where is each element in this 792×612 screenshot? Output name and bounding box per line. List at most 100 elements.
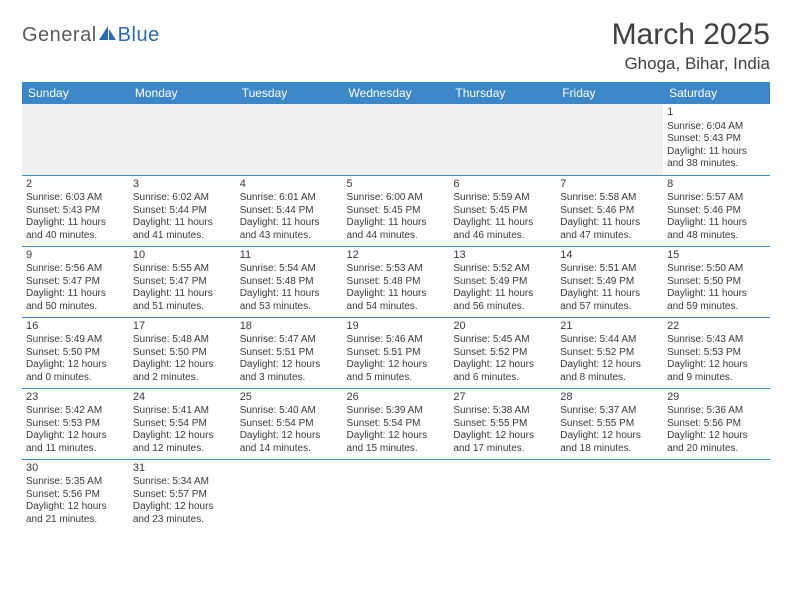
- calendar-day: 17Sunrise: 5:48 AMSunset: 5:50 PMDayligh…: [129, 317, 236, 388]
- weekday-header: Tuesday: [236, 82, 343, 104]
- daylight-line: Daylight: 11 hours and 50 minutes.: [26, 288, 125, 313]
- sunset-line: Sunset: 5:48 PM: [240, 276, 339, 289]
- sunset-line: Sunset: 5:48 PM: [347, 276, 446, 289]
- sunset-line: Sunset: 5:43 PM: [26, 205, 125, 218]
- sunset-line: Sunset: 5:47 PM: [133, 276, 232, 289]
- sunset-line: Sunset: 5:52 PM: [560, 347, 659, 360]
- sunset-line: Sunset: 5:50 PM: [133, 347, 232, 360]
- calendar-row: 2Sunrise: 6:03 AMSunset: 5:43 PMDaylight…: [22, 175, 770, 246]
- sunrise-line: Sunrise: 5:52 AM: [453, 263, 552, 276]
- day-number: 6: [453, 178, 552, 192]
- weekday-header: Friday: [556, 82, 663, 104]
- sunset-line: Sunset: 5:45 PM: [453, 205, 552, 218]
- sunset-line: Sunset: 5:44 PM: [133, 205, 232, 218]
- calendar-day: 7Sunrise: 5:58 AMSunset: 5:46 PMDaylight…: [556, 175, 663, 246]
- calendar-day: 26Sunrise: 5:39 AMSunset: 5:54 PMDayligh…: [343, 388, 450, 459]
- day-number: 29: [667, 391, 766, 405]
- daylight-line: Daylight: 12 hours and 15 minutes.: [347, 430, 446, 455]
- calendar-day: 12Sunrise: 5:53 AMSunset: 5:48 PMDayligh…: [343, 246, 450, 317]
- calendar-empty: [236, 104, 343, 175]
- calendar-row: 23Sunrise: 5:42 AMSunset: 5:53 PMDayligh…: [22, 388, 770, 459]
- month-title: March 2025: [612, 18, 770, 52]
- calendar-day: 3Sunrise: 6:02 AMSunset: 5:44 PMDaylight…: [129, 175, 236, 246]
- daylight-line: Daylight: 11 hours and 47 minutes.: [560, 217, 659, 242]
- calendar-empty: [663, 459, 770, 530]
- day-number: 16: [26, 320, 125, 334]
- sunrise-line: Sunrise: 6:04 AM: [667, 121, 766, 134]
- sunset-line: Sunset: 5:53 PM: [667, 347, 766, 360]
- calendar-day: 25Sunrise: 5:40 AMSunset: 5:54 PMDayligh…: [236, 388, 343, 459]
- daylight-line: Daylight: 11 hours and 59 minutes.: [667, 288, 766, 313]
- calendar-empty: [556, 104, 663, 175]
- calendar-empty: [449, 104, 556, 175]
- day-number: 5: [347, 178, 446, 192]
- calendar-empty: [449, 459, 556, 530]
- calendar-day: 31Sunrise: 5:34 AMSunset: 5:57 PMDayligh…: [129, 459, 236, 530]
- day-number: 8: [667, 178, 766, 192]
- sunset-line: Sunset: 5:54 PM: [133, 418, 232, 431]
- daylight-line: Daylight: 11 hours and 38 minutes.: [667, 146, 766, 171]
- sunrise-line: Sunrise: 5:38 AM: [453, 405, 552, 418]
- sunrise-line: Sunrise: 5:54 AM: [240, 263, 339, 276]
- calendar-day: 28Sunrise: 5:37 AMSunset: 5:55 PMDayligh…: [556, 388, 663, 459]
- day-number: 21: [560, 320, 659, 334]
- day-number: 30: [26, 462, 125, 476]
- daylight-line: Daylight: 11 hours and 48 minutes.: [667, 217, 766, 242]
- sunset-line: Sunset: 5:51 PM: [240, 347, 339, 360]
- day-number: 11: [240, 249, 339, 263]
- sunrise-line: Sunrise: 5:59 AM: [453, 192, 552, 205]
- sunrise-line: Sunrise: 5:41 AM: [133, 405, 232, 418]
- day-number: 15: [667, 249, 766, 263]
- title-block: March 2025 Ghoga, Bihar, India: [612, 18, 770, 74]
- sunrise-line: Sunrise: 6:00 AM: [347, 192, 446, 205]
- daylight-line: Daylight: 12 hours and 12 minutes.: [133, 430, 232, 455]
- calendar-day: 13Sunrise: 5:52 AMSunset: 5:49 PMDayligh…: [449, 246, 556, 317]
- daylight-line: Daylight: 11 hours and 54 minutes.: [347, 288, 446, 313]
- daylight-line: Daylight: 11 hours and 57 minutes.: [560, 288, 659, 313]
- sunset-line: Sunset: 5:50 PM: [667, 276, 766, 289]
- weekday-header: Saturday: [663, 82, 770, 104]
- calendar-day: 20Sunrise: 5:45 AMSunset: 5:52 PMDayligh…: [449, 317, 556, 388]
- sunset-line: Sunset: 5:54 PM: [347, 418, 446, 431]
- calendar-table: SundayMondayTuesdayWednesdayThursdayFrid…: [22, 82, 770, 530]
- calendar-day: 23Sunrise: 5:42 AMSunset: 5:53 PMDayligh…: [22, 388, 129, 459]
- day-number: 25: [240, 391, 339, 405]
- daylight-line: Daylight: 12 hours and 14 minutes.: [240, 430, 339, 455]
- day-number: 22: [667, 320, 766, 334]
- sunset-line: Sunset: 5:51 PM: [347, 347, 446, 360]
- sunrise-line: Sunrise: 5:40 AM: [240, 405, 339, 418]
- sunrise-line: Sunrise: 5:49 AM: [26, 334, 125, 347]
- daylight-line: Daylight: 11 hours and 46 minutes.: [453, 217, 552, 242]
- calendar-day: 4Sunrise: 6:01 AMSunset: 5:44 PMDaylight…: [236, 175, 343, 246]
- daylight-line: Daylight: 11 hours and 43 minutes.: [240, 217, 339, 242]
- calendar-day: 9Sunrise: 5:56 AMSunset: 5:47 PMDaylight…: [22, 246, 129, 317]
- calendar-day: 1Sunrise: 6:04 AMSunset: 5:43 PMDaylight…: [663, 104, 770, 175]
- day-number: 18: [240, 320, 339, 334]
- weekday-header: Wednesday: [343, 82, 450, 104]
- sunrise-line: Sunrise: 5:55 AM: [133, 263, 232, 276]
- sunset-line: Sunset: 5:55 PM: [560, 418, 659, 431]
- sunset-line: Sunset: 5:46 PM: [560, 205, 659, 218]
- sunrise-line: Sunrise: 6:03 AM: [26, 192, 125, 205]
- day-number: 17: [133, 320, 232, 334]
- calendar-empty: [22, 104, 129, 175]
- sunrise-line: Sunrise: 5:46 AM: [347, 334, 446, 347]
- calendar-row: 1Sunrise: 6:04 AMSunset: 5:43 PMDaylight…: [22, 104, 770, 175]
- calendar-day: 15Sunrise: 5:50 AMSunset: 5:50 PMDayligh…: [663, 246, 770, 317]
- daylight-line: Daylight: 12 hours and 21 minutes.: [26, 501, 125, 526]
- sunrise-line: Sunrise: 5:37 AM: [560, 405, 659, 418]
- daylight-line: Daylight: 12 hours and 5 minutes.: [347, 359, 446, 384]
- sunrise-line: Sunrise: 5:50 AM: [667, 263, 766, 276]
- daylight-line: Daylight: 11 hours and 53 minutes.: [240, 288, 339, 313]
- day-number: 13: [453, 249, 552, 263]
- sunset-line: Sunset: 5:52 PM: [453, 347, 552, 360]
- sunrise-line: Sunrise: 5:53 AM: [347, 263, 446, 276]
- sunset-line: Sunset: 5:46 PM: [667, 205, 766, 218]
- daylight-line: Daylight: 11 hours and 51 minutes.: [133, 288, 232, 313]
- day-number: 12: [347, 249, 446, 263]
- day-number: 1: [667, 106, 766, 120]
- calendar-empty: [343, 459, 450, 530]
- day-number: 28: [560, 391, 659, 405]
- location: Ghoga, Bihar, India: [612, 54, 770, 74]
- day-number: 19: [347, 320, 446, 334]
